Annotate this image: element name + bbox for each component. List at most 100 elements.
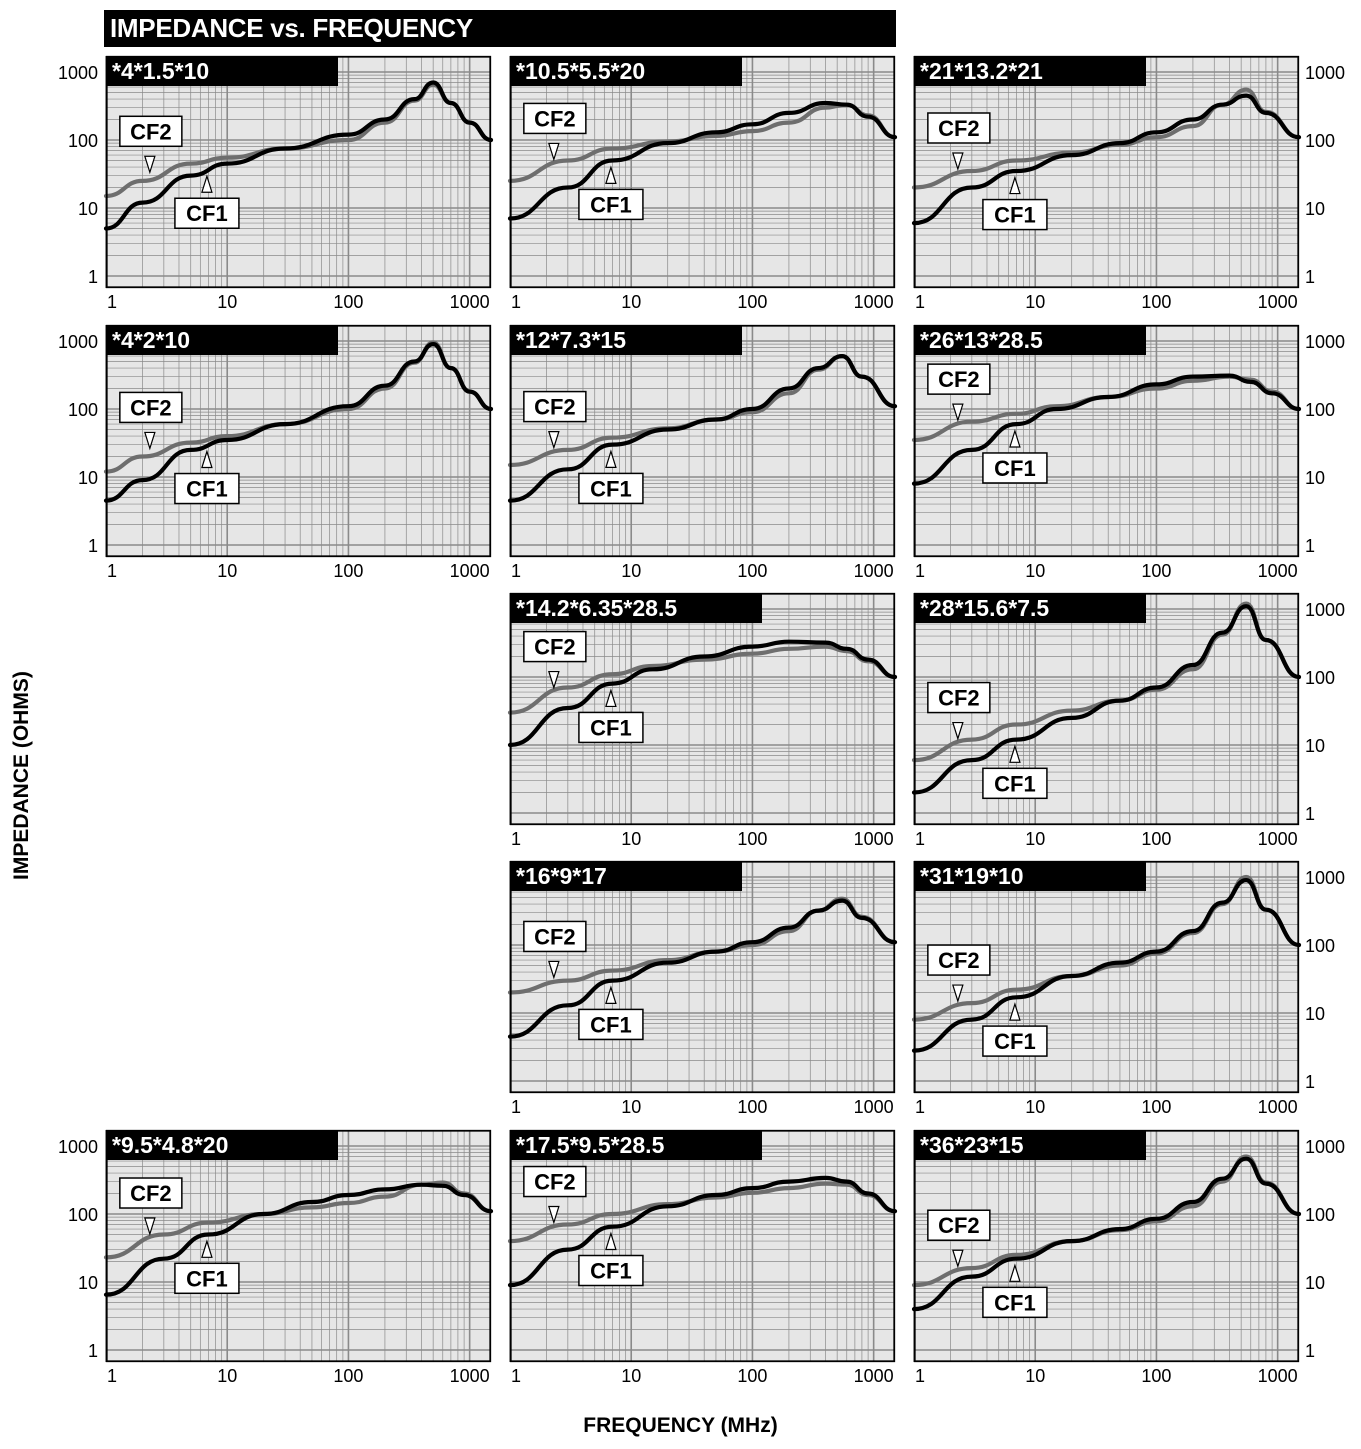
chart-panel-13: *36*23*15 CF2 CF1 1 10 100 1000 1 10 100 1000	[911, 1129, 1345, 1386]
cf2-label-box	[523, 920, 587, 953]
cf2-label-box	[523, 1165, 587, 1198]
cf1-label-box	[982, 767, 1048, 800]
y-tick-label: 1000	[58, 332, 98, 352]
cf2-label: CF2	[534, 1170, 576, 1195]
x-tick-label: 10	[621, 829, 641, 849]
cf1-label-box	[578, 472, 644, 505]
cf2-label-box	[927, 681, 991, 714]
panel-title: *31*19*10	[920, 863, 1024, 889]
x-tick-label: 1	[107, 561, 117, 581]
x-tick-label: 1	[107, 1366, 117, 1386]
series-line-cf1	[507, 354, 898, 503]
cf1-arrow	[1009, 175, 1021, 195]
series-line-cf1	[911, 373, 1302, 486]
plot-background	[914, 861, 1299, 1093]
panel-title-bar	[106, 325, 338, 355]
cf1-label: CF1	[186, 1266, 228, 1291]
cf1-arrow	[201, 1239, 213, 1258]
cf2-label-box	[927, 112, 991, 144]
x-tick-label: 10	[217, 1366, 237, 1386]
cf2-callout: CF2	[927, 944, 991, 1004]
series-line-cf2	[911, 87, 1302, 190]
series-line-cf2	[507, 1181, 898, 1244]
y-tick-label: 1000	[58, 1137, 98, 1157]
y-tick-label: 10	[1305, 199, 1325, 219]
cf1-arrow	[605, 688, 617, 708]
chart-panel-5: *12*7.3*15 CF2 CF1 1 10 100 1000	[507, 324, 898, 581]
y-tick-label: 1000	[1305, 332, 1345, 352]
panel-title-bar	[106, 1130, 338, 1160]
cf2-label-box	[927, 363, 991, 395]
cf2-label: CF2	[130, 119, 172, 144]
cf2-arrow	[548, 142, 560, 162]
panel-title: *9.5*4.8*20	[112, 1132, 228, 1158]
x-tick-label: 1000	[1258, 829, 1298, 849]
y-tick-label: 100	[1305, 131, 1335, 151]
cf2-arrow	[548, 1205, 560, 1225]
y-tick-label: 10	[78, 1273, 98, 1293]
panel-title-bar	[914, 593, 1146, 623]
y-axis-label: IMPEDANCE (OHMS)	[10, 671, 33, 880]
series-line-cf1	[103, 1182, 494, 1297]
y-tick-label: 100	[1305, 668, 1335, 688]
x-tick-label: 1	[511, 1097, 521, 1117]
cf1-callout: CF1	[578, 1231, 644, 1287]
cf1-label: CF1	[590, 1012, 632, 1037]
cf1-label: CF1	[186, 477, 228, 502]
x-tick-label: 1000	[450, 292, 490, 312]
x-tick-label: 1	[915, 829, 925, 849]
x-tick-label: 100	[333, 1366, 363, 1386]
x-tick-label: 100	[1141, 1097, 1171, 1117]
x-tick-label: 10	[621, 561, 641, 581]
cf1-arrow	[1009, 1263, 1021, 1282]
chart-panel-2: *10.5*5.5*20 CF2 CF1 1 10 100 1000	[507, 55, 898, 312]
plot-background	[106, 325, 491, 557]
cf1-label: CF1	[994, 771, 1036, 796]
cf1-label-box	[174, 1262, 240, 1295]
x-tick-label: 100	[333, 292, 363, 312]
x-tick-label: 100	[1141, 292, 1171, 312]
x-tick-label: 100	[737, 292, 767, 312]
cf1-label-box	[174, 197, 240, 229]
cf1-arrow	[201, 449, 213, 469]
y-tick-label: 1	[88, 536, 98, 556]
cf2-label: CF2	[938, 367, 980, 392]
x-tick-label: 10	[217, 292, 237, 312]
chart-panel-12: *17.5*9.5*28.5 CF2 CF1 1 10 100 1000	[507, 1129, 898, 1386]
cf1-callout: CF1	[578, 985, 644, 1041]
cf1-arrow	[201, 174, 213, 193]
cf2-callout: CF2	[523, 1165, 587, 1225]
cf2-callout: CF2	[523, 102, 587, 162]
series-line-cf1	[911, 1156, 1302, 1312]
panel-title-bar	[510, 56, 742, 86]
cf1-label-box	[982, 198, 1048, 231]
cf2-label: CF2	[534, 924, 576, 949]
cf1-callout: CF1	[578, 165, 644, 221]
y-tick-label: 100	[1305, 1205, 1335, 1225]
cf1-callout: CF1	[174, 449, 240, 505]
panel-title: *10.5*5.5*20	[516, 58, 645, 84]
cf1-label-box	[982, 1025, 1048, 1057]
x-tick-label: 10	[621, 292, 641, 312]
chart-panel-6: *26*13*28.5 CF2 CF1 1 10 100 1000 1 10 100 1000	[911, 324, 1345, 581]
y-tick-label: 1000	[1305, 868, 1345, 888]
cf1-label: CF1	[590, 715, 632, 740]
series-line-cf1	[507, 898, 898, 1039]
cf2-arrow	[952, 403, 964, 423]
x-tick-label: 1	[107, 292, 117, 312]
cf2-callout: CF2	[927, 681, 991, 741]
series-line-cf1	[103, 80, 494, 231]
cf1-label: CF1	[590, 192, 632, 217]
x-tick-label: 10	[217, 561, 237, 581]
cf2-label-box	[927, 1209, 991, 1241]
cf1-label-box	[174, 472, 240, 505]
panel-title-bar	[106, 56, 338, 86]
cf2-label: CF2	[938, 1213, 980, 1238]
y-tick-label: 10	[78, 468, 98, 488]
panel-title: *4*2*10	[112, 327, 190, 353]
panel-title-bar	[914, 325, 1146, 355]
plot-background	[510, 861, 895, 1093]
x-tick-label: 1000	[1258, 292, 1298, 312]
x-tick-label: 1	[511, 292, 521, 312]
cf1-callout: CF1	[174, 1239, 240, 1295]
